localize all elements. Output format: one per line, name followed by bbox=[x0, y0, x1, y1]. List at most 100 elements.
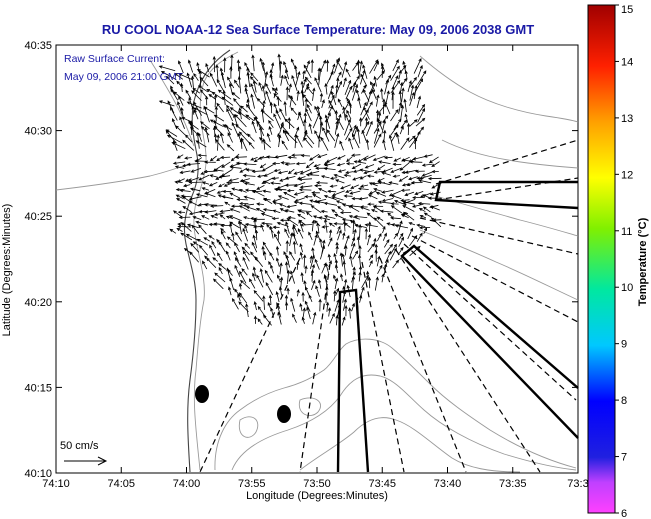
y-axis-label: Latitude (Degrees:Minutes) bbox=[1, 204, 13, 337]
current-vector-arrow bbox=[300, 153, 311, 158]
current-vector-arrow bbox=[419, 215, 427, 219]
current-vector-arrow bbox=[175, 187, 185, 192]
current-vector-arrow bbox=[412, 156, 425, 161]
current-vector-arrow bbox=[263, 171, 274, 177]
current-vector-arrow bbox=[370, 81, 376, 92]
current-vector-arrow bbox=[199, 121, 210, 130]
current-vector-arrow bbox=[202, 260, 208, 270]
current-vector-arrow bbox=[219, 214, 226, 220]
current-vector-arrow bbox=[226, 108, 233, 122]
current-vector-arrow bbox=[416, 95, 422, 109]
current-vector-arrow bbox=[209, 155, 217, 162]
current-vector-arrow bbox=[179, 116, 185, 129]
current-vector-arrow bbox=[323, 167, 336, 171]
current-vector-arrow bbox=[273, 233, 282, 246]
current-vector-arrow bbox=[413, 57, 422, 74]
current-vector-arrow bbox=[259, 163, 267, 169]
current-vector-arrow bbox=[242, 203, 255, 207]
current-vector-arrow bbox=[410, 181, 423, 185]
current-vector-arrow bbox=[250, 82, 258, 99]
current-vector-arrow bbox=[269, 251, 275, 261]
current-vector-arrow bbox=[176, 154, 184, 159]
current-vector-arrow bbox=[393, 157, 401, 162]
current-vector-arrow bbox=[326, 70, 334, 85]
current-vector-arrow bbox=[279, 60, 283, 78]
map-plot-area: Raw Surface Current: May 09, 2006 21:00 … bbox=[55, 44, 579, 474]
current-vector-arrow bbox=[377, 200, 392, 204]
current-vector-arrow bbox=[200, 125, 210, 136]
contour-10m bbox=[214, 338, 577, 471]
current-vector-arrow bbox=[293, 170, 304, 175]
current-vector-arrow bbox=[238, 189, 247, 193]
current-vector-arrow bbox=[271, 87, 279, 95]
current-vector-arrow bbox=[252, 272, 256, 282]
current-vector-arrow bbox=[381, 119, 386, 134]
current-vector-arrow bbox=[382, 225, 386, 234]
colorbar-title: Temperature (°C) bbox=[637, 217, 649, 306]
current-vector-arrow bbox=[210, 204, 224, 208]
current-vector-arrow bbox=[268, 125, 273, 135]
current-vector-arrow bbox=[368, 221, 372, 233]
current-vector-arrow bbox=[225, 250, 231, 261]
current-vector-arrow bbox=[306, 306, 311, 320]
current-vector-arrow bbox=[300, 89, 305, 106]
current-vector-arrow bbox=[391, 91, 395, 109]
x-tick-label: 73:45 bbox=[368, 478, 396, 490]
current-vector-arrow bbox=[276, 229, 281, 241]
current-vector-arrow bbox=[170, 106, 178, 121]
current-vector-arrow bbox=[186, 72, 193, 88]
x-tick-label: 74:05 bbox=[107, 478, 135, 490]
current-vector-arrow bbox=[270, 181, 281, 185]
current-vector-arrow bbox=[298, 201, 312, 205]
current-vector-arrow bbox=[349, 242, 356, 256]
current-vector-arrow bbox=[262, 189, 271, 193]
current-vector-arrow bbox=[390, 202, 399, 206]
current-vector-arrow bbox=[352, 125, 359, 141]
current-vector-arrow bbox=[271, 176, 279, 180]
current-vector-arrow bbox=[257, 318, 263, 325]
current-vector-arrow bbox=[213, 212, 225, 216]
current-vector-arrow bbox=[304, 82, 310, 93]
current-vector-arrow bbox=[244, 242, 251, 249]
current-vector-arrow bbox=[312, 311, 317, 325]
y-axis: 40:10 40:15 40:20 40:25 40:30 40:35 bbox=[24, 40, 578, 480]
current-vector-arrow bbox=[177, 101, 183, 115]
current-vector-arrow bbox=[287, 168, 295, 175]
current-vector-arrow bbox=[204, 192, 216, 198]
current-vector-arrow bbox=[366, 90, 373, 107]
current-vector-arrow bbox=[241, 246, 250, 256]
current-vector-arrow bbox=[262, 295, 266, 310]
current-vector-arrow bbox=[286, 287, 290, 295]
current-vector-arrow bbox=[359, 117, 363, 127]
current-vector-arrow bbox=[383, 155, 393, 160]
beam-line bbox=[435, 177, 579, 201]
current-vector-arrow bbox=[312, 215, 321, 219]
current-vector-arrow bbox=[253, 290, 264, 302]
current-vector-arrow bbox=[238, 107, 242, 120]
current-vector-arrow bbox=[375, 191, 387, 197]
current-vector-arrow bbox=[365, 120, 373, 136]
current-vector-arrow bbox=[227, 76, 235, 89]
beam-line bbox=[419, 217, 579, 255]
current-vector-arrow bbox=[275, 291, 280, 303]
current-vector-arrow bbox=[360, 73, 368, 87]
current-vector-arrow bbox=[409, 91, 415, 106]
current-vector-arrow bbox=[351, 275, 356, 290]
current-vector-arrow bbox=[262, 208, 273, 212]
current-vector-arrow bbox=[312, 112, 320, 129]
current-vector-arrow bbox=[310, 269, 315, 282]
current-vector-arrow bbox=[345, 127, 353, 141]
current-vector-arrow bbox=[286, 188, 295, 193]
current-vector-arrow bbox=[341, 316, 346, 326]
current-vector-arrow bbox=[314, 258, 320, 270]
current-vector-arrow bbox=[323, 274, 329, 290]
current-vector-arrow bbox=[213, 93, 218, 108]
current-vector-arrow bbox=[303, 64, 312, 79]
current-vector-arrow bbox=[188, 180, 202, 185]
current-vector-arrow bbox=[313, 164, 321, 168]
current-vector-arrow bbox=[400, 188, 411, 192]
current-vector-arrow bbox=[174, 72, 184, 80]
current-vector-arrow bbox=[171, 142, 186, 150]
current-vector-arrow bbox=[220, 223, 231, 228]
current-vector-arrow bbox=[249, 278, 256, 289]
